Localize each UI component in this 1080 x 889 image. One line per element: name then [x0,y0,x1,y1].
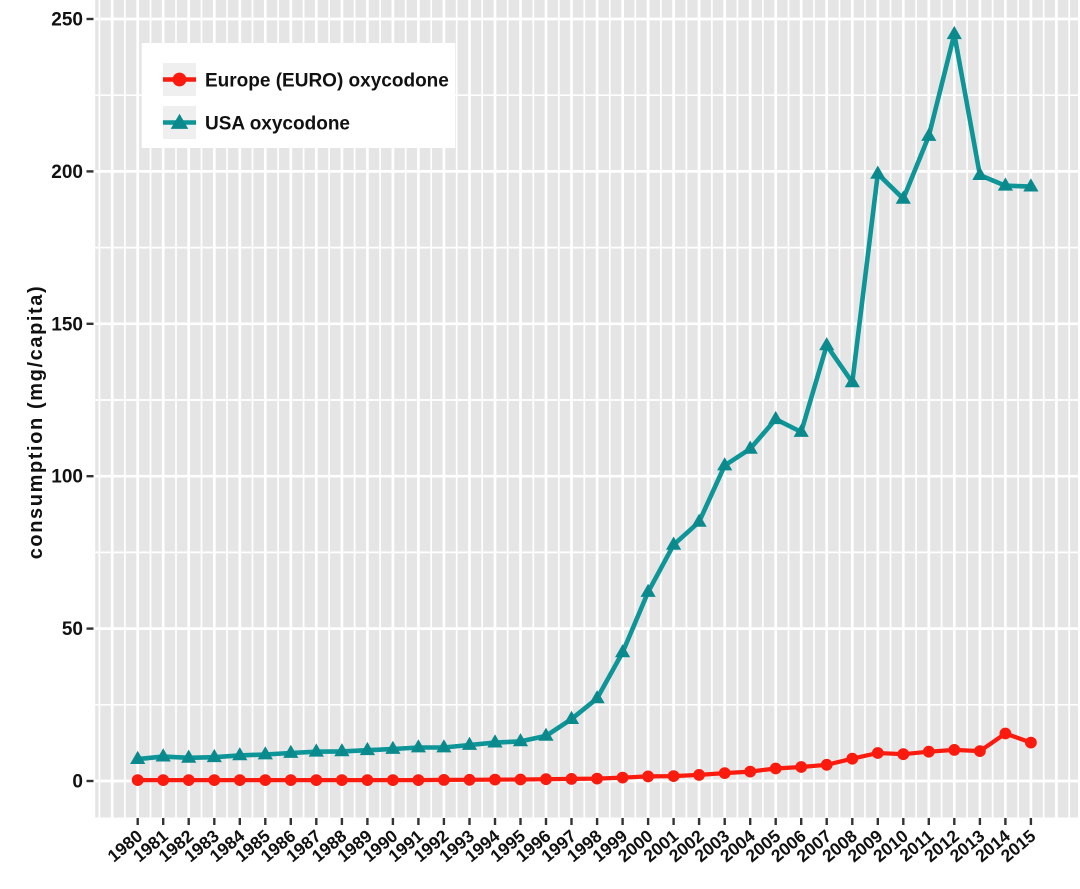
svg-text:50: 50 [62,619,83,640]
svg-text:USA oxycodone: USA oxycodone [205,114,350,135]
svg-text:consumption (mg/capita): consumption (mg/capita) [25,285,47,560]
svg-text:250: 250 [51,10,83,31]
svg-text:100: 100 [51,467,83,488]
svg-text:150: 150 [51,314,83,335]
svg-text:Europe (EURO) oxycodone: Europe (EURO) oxycodone [205,71,449,92]
svg-text:0: 0 [72,772,83,793]
svg-text:200: 200 [51,162,83,183]
